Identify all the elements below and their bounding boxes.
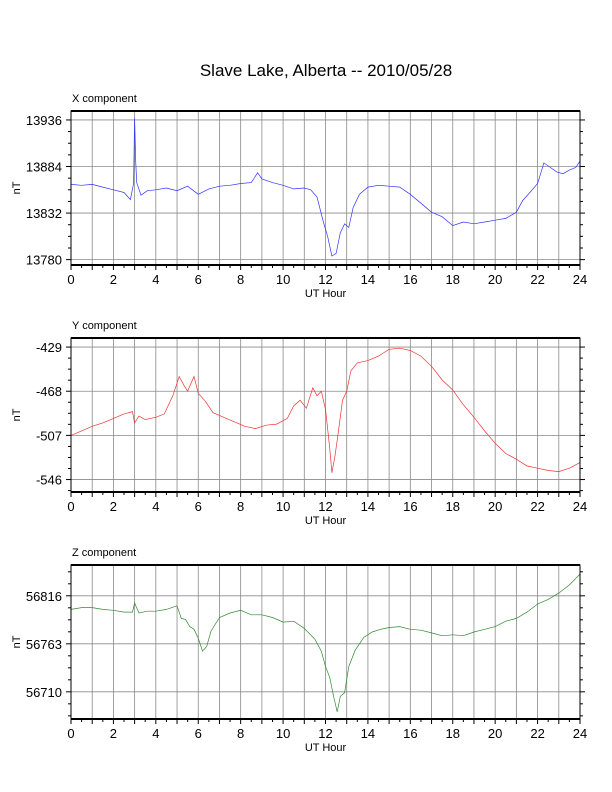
z-x-tick-label: 2 — [110, 726, 117, 741]
y-component-trace — [70, 347, 581, 473]
z-x-tick-label: 18 — [446, 726, 460, 741]
z-y-tick-label: 56763 — [26, 637, 62, 652]
z-x-tick-label: 6 — [195, 726, 202, 741]
z-x-axis-label: UT Hour — [305, 742, 347, 754]
z-x-tick-label: 10 — [276, 726, 290, 741]
z-x-tick-label: 12 — [318, 726, 332, 741]
x-x-tick-label: 2 — [110, 272, 117, 287]
x-y-tick-label: 13780 — [26, 253, 62, 268]
y-x-tick-label: 14 — [361, 499, 375, 514]
x-x-tick-label: 6 — [195, 272, 202, 287]
z-x-tick-label: 20 — [488, 726, 502, 741]
x-x-tick-label: 20 — [488, 272, 502, 287]
z-component-trace — [70, 573, 581, 712]
x-component-trace — [70, 118, 581, 257]
z-x-tick-label: 14 — [361, 726, 375, 741]
y-x-tick-label: 18 — [446, 499, 460, 514]
x-x-tick-label: 14 — [361, 272, 375, 287]
z-x-tick-label: 4 — [152, 726, 159, 741]
x-x-tick-label: 16 — [403, 272, 417, 287]
z-y-axis-label: nT — [11, 635, 23, 648]
z-x-tick-label: 24 — [573, 726, 587, 741]
y-x-tick-label: 4 — [152, 499, 159, 514]
y-x-tick-label: 6 — [195, 499, 202, 514]
x-x-tick-label: 12 — [318, 272, 332, 287]
x-x-tick-label: 24 — [573, 272, 587, 287]
x-y-tick-label: 13884 — [26, 160, 62, 175]
y-x-tick-label: 10 — [276, 499, 290, 514]
z-x-tick-label: 0 — [67, 726, 74, 741]
z-y-tick-label: 56710 — [26, 685, 62, 700]
x-x-tick-label: 10 — [276, 272, 290, 287]
figure-title: Slave Lake, Alberta -- 2010/05/28 — [200, 61, 452, 80]
y-y-tick-label: -546 — [36, 473, 62, 488]
x-x-tick-label: 4 — [152, 272, 159, 287]
x-x-tick-label: 18 — [446, 272, 460, 287]
x-x-axis-label: UT Hour — [305, 288, 347, 300]
z-x-tick-label: 8 — [237, 726, 244, 741]
x-y-axis-label: nT — [11, 181, 23, 194]
y-x-tick-label: 12 — [318, 499, 332, 514]
y-x-tick-label: 22 — [530, 499, 544, 514]
x-component-panel: 0 2 4 6 8 10 12 14 16 18 20 22 241378013832138841393… — [11, 93, 587, 300]
y-x-tick-label: 0 — [67, 499, 74, 514]
panels: 0 2 4 6 8 10 12 14 16 18 20 22 241378013832138841393… — [11, 93, 587, 754]
y-x-tick-label: 2 — [110, 499, 117, 514]
z-y-tick-label: 56816 — [26, 589, 62, 604]
x-x-tick-label: 0 — [67, 272, 74, 287]
y-x-tick-label: 20 — [488, 499, 502, 514]
x-y-tick-label: 13936 — [26, 113, 62, 128]
y-x-axis-label: UT Hour — [305, 515, 347, 527]
x-panel-title: X component — [72, 93, 137, 105]
z-panel-title: Z component — [72, 547, 136, 559]
y-x-tick-label: 16 — [403, 499, 417, 514]
y-x-tick-label: 8 — [237, 499, 244, 514]
y-y-tick-label: -429 — [36, 340, 62, 355]
y-y-tick-label: -507 — [36, 428, 62, 443]
z-x-tick-label: 16 — [403, 726, 417, 741]
z-x-tick-label: 22 — [530, 726, 544, 741]
y-y-axis-label: nT — [11, 408, 23, 421]
y-y-tick-label: -468 — [36, 384, 62, 399]
x-x-tick-label: 8 — [237, 272, 244, 287]
y-x-tick-label: 24 — [573, 499, 587, 514]
x-y-tick-label: 13832 — [26, 206, 62, 221]
y-panel-title: Y component — [72, 320, 137, 332]
x-x-tick-label: 22 — [530, 272, 544, 287]
